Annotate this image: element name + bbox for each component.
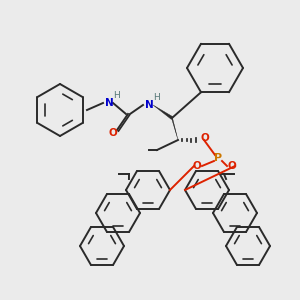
Polygon shape	[153, 105, 173, 119]
Polygon shape	[172, 118, 178, 140]
Text: N: N	[145, 100, 153, 110]
Text: P: P	[214, 153, 222, 163]
Text: N: N	[105, 98, 113, 108]
Text: O: O	[193, 161, 201, 171]
Text: O: O	[201, 133, 209, 143]
Text: H: H	[153, 94, 159, 103]
Text: H: H	[112, 92, 119, 100]
Text: O: O	[228, 161, 236, 171]
Text: O: O	[109, 128, 117, 138]
